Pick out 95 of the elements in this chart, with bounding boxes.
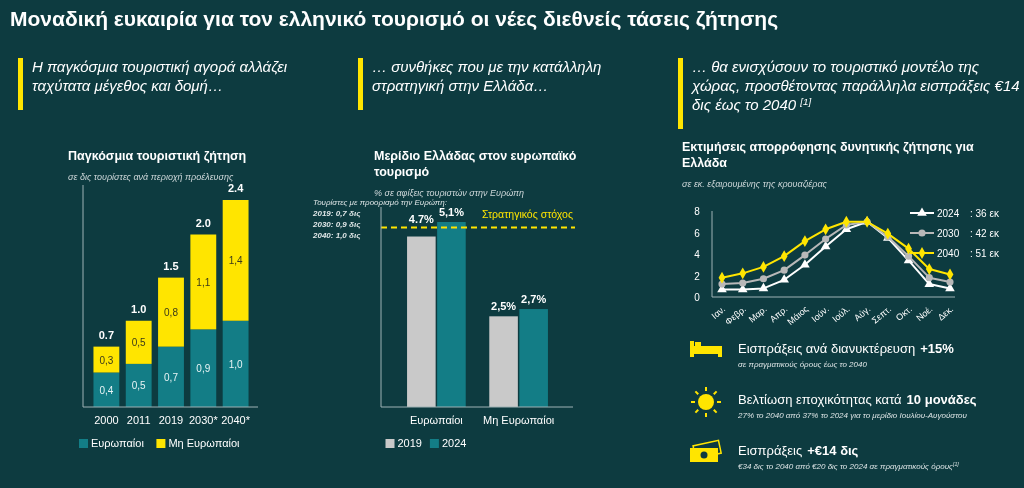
y-tick-label: 8 bbox=[694, 206, 701, 217]
total-label: 0.7 bbox=[98, 328, 115, 341]
text: 10 μονάδες bbox=[906, 392, 977, 407]
text: : 42 εκ bbox=[970, 228, 1000, 239]
text: Η παγκόσμια τουριστική αγορά αλλάζει ταχύτατα μέγεθος και δομή… bbox=[32, 58, 288, 94]
text: €34 δις το 2040 από €20 δις το 2024 σε πραγματικούς όρους$^{[1]}$ bbox=[738, 461, 960, 471]
ref-line-label: Στρατηγικός στόχος bbox=[481, 208, 573, 221]
point bbox=[925, 274, 933, 282]
data-label: 0,4 bbox=[99, 384, 114, 396]
x-tick-label: Μαρ. bbox=[746, 303, 769, 325]
point bbox=[758, 282, 769, 292]
legend-label: 2024 bbox=[937, 208, 960, 219]
point bbox=[780, 266, 788, 274]
x-tick-label: Νοέ. bbox=[914, 303, 935, 324]
x-tick-label: Μη Ευρωπαίοι bbox=[483, 414, 555, 426]
text: 2030: 0,9 δις bbox=[312, 220, 362, 229]
legend-label: Ευρωπαίοι bbox=[91, 437, 145, 449]
x-tick-label: Ιούν. bbox=[809, 303, 831, 325]
data-label: 0,7 bbox=[164, 371, 179, 383]
point bbox=[739, 279, 747, 287]
point bbox=[779, 274, 789, 283]
legend-label: 2040 bbox=[937, 248, 960, 259]
text: … συνθήκες που με την κατάλληλη στρατηγική στην Ελλάδα… bbox=[372, 58, 602, 94]
x-tick-label: Φεβρ. bbox=[723, 303, 749, 327]
x-tick-label: 2040* bbox=[221, 414, 251, 426]
bar bbox=[158, 346, 184, 407]
chart-subtitle: σε δις τουρίστες ανά περιοχή προέλευσης bbox=[68, 172, 234, 182]
data-label: 1,0 bbox=[228, 358, 243, 370]
data-label: 0,8 bbox=[164, 307, 179, 319]
text: Τουρίστες με προορισμό την Ευρώπη: bbox=[313, 198, 447, 207]
total-label: 1.5 bbox=[163, 259, 179, 272]
y-tick-label: 2 bbox=[694, 270, 701, 282]
bar bbox=[190, 329, 217, 407]
bar bbox=[519, 309, 548, 407]
data-label: 5,1% bbox=[438, 206, 465, 218]
data-label: 2,5% bbox=[491, 300, 517, 313]
bar bbox=[437, 222, 466, 407]
text: 2019: 0,7 δις bbox=[312, 209, 362, 218]
point bbox=[800, 259, 810, 268]
chart-title: Παγκόσμια τουριστική ζήτηση bbox=[68, 149, 247, 163]
text: 27% το 2040 από 37% το 2024 για το μερίδιο Ιουλίου-Αυγούστου bbox=[737, 411, 968, 420]
x-tick-label: 2011 bbox=[126, 414, 151, 426]
chart-title: Εκτιμήσεις απορρόφησης δυνητικής ζήτησης για Ελλάδα bbox=[682, 140, 974, 170]
total-label: 2.0 bbox=[195, 216, 211, 229]
text: Εισπράξεις bbox=[738, 443, 803, 458]
chart-subtitle: σε εκ. εξαιρουμένης της κρουαζιέρας bbox=[682, 179, 828, 189]
chart-subtitle: % σε αφίξεις τουριστών στην Ευρώπη bbox=[374, 188, 524, 198]
text: Μοναδική ευκαιρία για τον ελληνικό τουρισμό οι νέες διεθνείς τάσεις ζήτησης bbox=[10, 7, 779, 31]
point bbox=[946, 278, 954, 286]
text: Εισπράξεις ανά διανυκτέρευση bbox=[738, 341, 916, 356]
text: : 51 εκ bbox=[970, 248, 1000, 259]
point bbox=[822, 235, 830, 243]
bar bbox=[190, 234, 217, 330]
bar bbox=[222, 320, 249, 407]
text: 2040: 1,0 δις bbox=[312, 231, 362, 240]
x-tick-label: Οκτ. bbox=[893, 303, 914, 323]
x-tick-label: Ιούλ. bbox=[830, 303, 852, 325]
bar bbox=[407, 236, 436, 407]
legend-label: Μη Ευρωπαίοι bbox=[168, 437, 241, 449]
legend-label: 2030 bbox=[937, 228, 960, 239]
x-tick-label: 2019 bbox=[158, 414, 184, 426]
text: σε πραγματικούς όρους έως το 2040 bbox=[738, 360, 868, 369]
point bbox=[759, 275, 768, 283]
chart-title: Μερίδιο Ελλάδας στον ευρωπαϊκό τουρισμό bbox=[374, 149, 577, 179]
data-label: 2,7% bbox=[521, 293, 547, 306]
y-tick-label: 6 bbox=[694, 227, 701, 239]
total-label: 1.0 bbox=[131, 302, 147, 315]
x-tick-label: Ευρωπαίοι bbox=[409, 414, 464, 426]
x-tick-label: 2000 bbox=[94, 414, 119, 426]
bar bbox=[125, 363, 152, 407]
bar bbox=[158, 277, 184, 347]
point bbox=[801, 251, 809, 259]
x-tick-label: 2030* bbox=[188, 414, 219, 426]
data-label: 0,3 bbox=[99, 354, 114, 366]
text: +€14 δις bbox=[807, 443, 859, 458]
legend-label: 2024 bbox=[441, 437, 467, 449]
data-label: 0,5 bbox=[131, 337, 147, 349]
text: : 36 εκ bbox=[970, 208, 1000, 219]
text: … θα ενισχύσουν το τουριστικό μοντέλο της χώρας, προσθέτοντας παράλληλα εισπράξεις €14 δις έως το 2040 $^{[1]}$ bbox=[690, 58, 1020, 113]
y-tick-label: 0 bbox=[694, 292, 701, 303]
bar bbox=[222, 200, 249, 321]
data-label: 4.7% bbox=[408, 213, 435, 226]
x-tick-label: Δεκ. bbox=[935, 303, 956, 323]
text: +15% bbox=[920, 341, 955, 356]
legend-label: 2019 bbox=[397, 437, 422, 449]
data-label: 1,4 bbox=[228, 255, 243, 267]
text: Βελτίωση εποχικότητας κατά bbox=[738, 392, 903, 407]
data-label: 0,5 bbox=[131, 380, 147, 392]
total-label: 2.4 bbox=[227, 182, 245, 194]
bar bbox=[125, 320, 152, 364]
y-tick-label: 4 bbox=[694, 249, 701, 260]
bar bbox=[489, 316, 518, 407]
data-label: 1,1 bbox=[196, 276, 211, 288]
data-label: 0,9 bbox=[196, 363, 211, 375]
bar bbox=[93, 346, 120, 373]
